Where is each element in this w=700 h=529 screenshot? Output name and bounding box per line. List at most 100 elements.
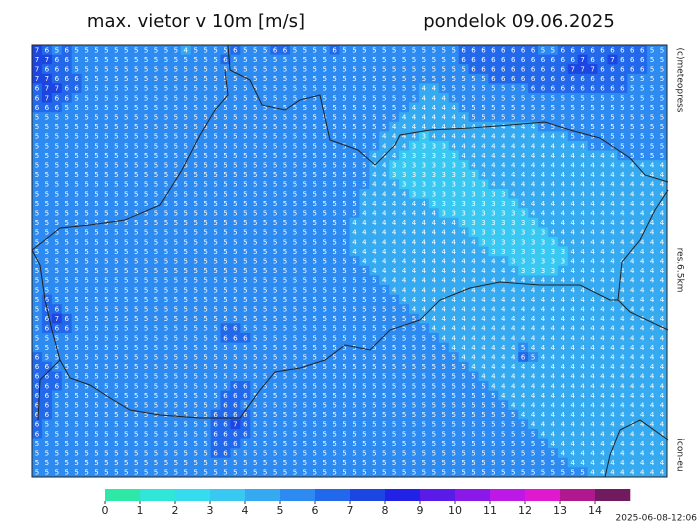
wind-value: 5: [154, 190, 158, 198]
wind-value: 5: [521, 85, 525, 93]
wind-value: 5: [84, 277, 88, 285]
wind-value: 4: [372, 238, 377, 246]
wind-value: 5: [45, 181, 49, 189]
wind-value: 5: [303, 305, 307, 313]
wind-value: 5: [223, 152, 227, 160]
wind-value: 5: [253, 219, 257, 227]
wind-value: 5: [243, 257, 247, 265]
wind-cell: [240, 45, 251, 55]
wind-value: 5: [372, 305, 376, 313]
wind-value: 5: [233, 75, 237, 83]
wind-value: 5: [114, 85, 118, 93]
wind-value: 5: [55, 190, 59, 198]
wind-cell: [160, 93, 172, 103]
wind-value: 3: [481, 209, 485, 217]
wind-value: 5: [303, 257, 307, 265]
wind-value: 5: [243, 181, 247, 189]
wind-cell: [210, 131, 221, 142]
wind-value: 6: [521, 65, 526, 73]
wind-value: 5: [521, 344, 525, 352]
wind-value: 5: [342, 296, 346, 304]
wind-value: 4: [501, 286, 506, 294]
wind-value: 3: [451, 209, 455, 217]
wind-value: 4: [442, 267, 447, 275]
wind-value: 5: [223, 229, 227, 237]
wind-value: 5: [243, 104, 247, 112]
wind-cell: [528, 64, 539, 75]
wind-value: 4: [412, 133, 417, 141]
wind-cell: [508, 150, 519, 161]
wind-value: 4: [432, 133, 437, 141]
wind-value: 5: [94, 190, 98, 198]
wind-value: 5: [650, 46, 654, 54]
wind-value: 5: [451, 353, 455, 361]
wind-value: 5: [313, 152, 317, 160]
wind-cell: [458, 160, 469, 171]
wind-cell: [468, 141, 479, 151]
wind-value: 5: [233, 104, 237, 112]
wind-cell: [91, 54, 102, 65]
wind-cell: [280, 141, 291, 151]
wind-cell: [180, 93, 192, 103]
wind-value: 4: [432, 267, 437, 275]
wind-cell: [508, 73, 519, 84]
wind-value: 5: [114, 46, 118, 54]
wind-value: 5: [84, 171, 88, 179]
wind-value: 5: [94, 219, 98, 227]
wind-value: 5: [64, 229, 68, 237]
wind-value: 4: [610, 200, 615, 208]
wind-value: 6: [580, 85, 585, 93]
wind-value: 5: [233, 305, 237, 313]
wind-value: 4: [471, 133, 476, 141]
wind-value: 4: [501, 267, 506, 275]
wind-value: 5: [114, 267, 118, 275]
wind-cell: [200, 121, 211, 132]
wind-cell: [200, 160, 211, 171]
wind-value: 4: [461, 315, 466, 323]
wind-value: 5: [104, 142, 108, 150]
wind-cell: [478, 131, 489, 142]
wind-value: 5: [144, 171, 148, 179]
wind-value: 4: [640, 257, 645, 265]
wind-cell: [478, 45, 489, 55]
wind-cell: [518, 64, 529, 75]
wind-value: 6: [521, 75, 526, 83]
wind-value: 5: [124, 190, 128, 198]
wind-cell: [557, 160, 569, 171]
wind-value: 6: [531, 56, 536, 64]
wind-cell: [220, 141, 231, 151]
wind-cell: [319, 131, 330, 142]
wind-value: 5: [263, 190, 267, 198]
wind-value: 4: [511, 133, 516, 141]
wind-cell: [557, 93, 569, 103]
wind-value: 5: [94, 133, 98, 141]
wind-value: 5: [332, 65, 336, 73]
wind-value: 6: [511, 46, 516, 54]
wind-value: 3: [402, 161, 406, 169]
wind-cell: [329, 93, 340, 103]
wind-cell: [160, 150, 172, 161]
wind-cell: [91, 102, 102, 113]
wind-value: 5: [243, 209, 247, 217]
wind-value: 3: [471, 200, 475, 208]
wind-value: 5: [263, 267, 267, 275]
wind-value: 5: [243, 113, 247, 121]
wind-cell: [627, 112, 638, 123]
wind-cell: [617, 73, 628, 84]
wind-value: 5: [471, 75, 475, 83]
wind-cell: [210, 150, 221, 161]
wind-value: 6: [64, 65, 69, 73]
wind-cell: [329, 64, 340, 75]
wind-cell: [180, 54, 192, 65]
wind-value: 5: [332, 353, 336, 361]
wind-cell: [61, 102, 72, 113]
wind-value: 5: [322, 142, 326, 150]
wind-value: 3: [521, 238, 525, 246]
wind-cell: [299, 121, 311, 132]
wind-cell: [438, 141, 450, 151]
wind-value: 5: [263, 286, 267, 294]
wind-value: 5: [322, 267, 326, 275]
wind-cell: [518, 141, 529, 151]
wind-value: 5: [322, 75, 326, 83]
wind-cell: [200, 73, 211, 84]
